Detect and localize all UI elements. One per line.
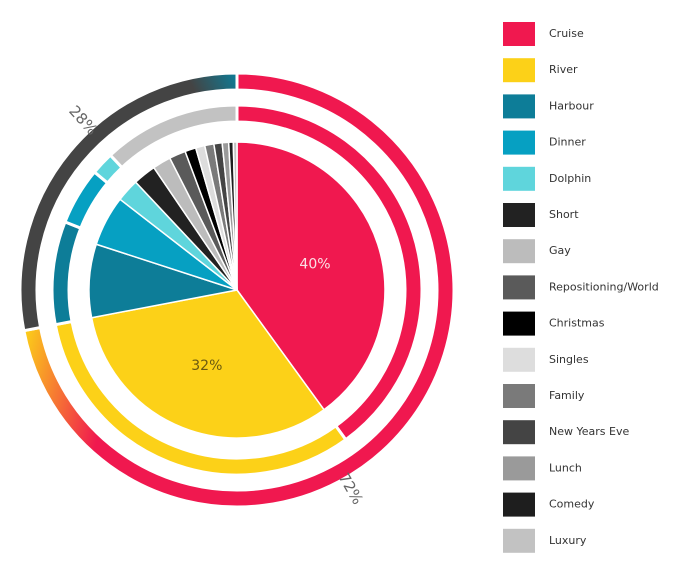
slice-label: 40% — [299, 257, 330, 273]
legend-swatch — [503, 275, 535, 300]
legend-label: Harbour — [549, 99, 594, 112]
legend-swatch — [503, 130, 535, 155]
legend-swatch — [503, 94, 535, 119]
legend-label: Repositioning/World — [549, 280, 659, 293]
pie-slice — [90, 289, 326, 439]
legend-label: Gay — [549, 244, 571, 257]
legend-label: Family — [549, 389, 585, 402]
legend-label: Cruise — [549, 27, 584, 40]
ring-segment — [50, 219, 83, 327]
legend-label: Comedy — [549, 498, 595, 511]
ring-segment — [18, 71, 239, 333]
legend-label: Dinner — [549, 136, 586, 149]
ring-segment — [108, 103, 239, 170]
legend-label: River — [549, 63, 578, 76]
legend-swatch — [503, 58, 535, 83]
pie-slice — [232, 141, 238, 291]
legend-swatch — [503, 311, 535, 336]
legend-label: Luxury — [549, 534, 587, 547]
legend-label: Short — [549, 208, 579, 221]
legend-swatch — [503, 22, 535, 46]
ring-label: 72% — [335, 470, 367, 508]
legend-swatch — [503, 347, 535, 372]
slice-label: 32% — [191, 358, 222, 374]
legend-label: Lunch — [549, 461, 582, 474]
legend-swatch — [503, 166, 535, 191]
pie-slice — [236, 141, 386, 411]
legend-label: Dolphin — [549, 172, 591, 185]
legend-swatch — [503, 420, 535, 445]
legend-swatch — [503, 384, 535, 408]
legend-swatch — [503, 528, 535, 553]
legend-swatch — [503, 492, 535, 517]
legend-swatch — [503, 203, 535, 227]
legend-label: Christmas — [549, 317, 605, 330]
legend-label: New Years Eve — [549, 425, 629, 438]
legend-swatch — [503, 456, 535, 481]
legend-swatch — [503, 239, 535, 264]
legend-label: Singles — [549, 353, 589, 366]
